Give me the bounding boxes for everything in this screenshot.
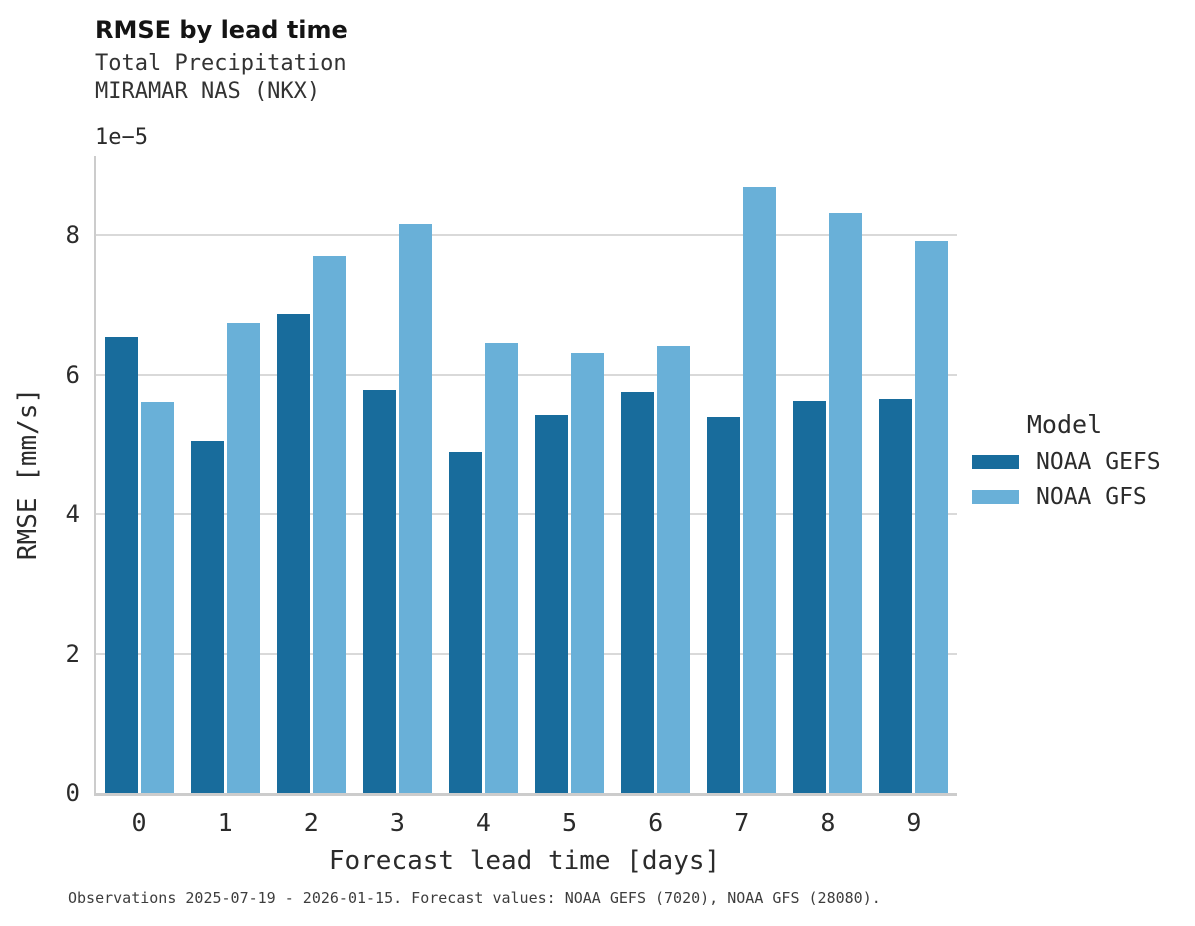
legend-swatch-gefs-icon — [972, 455, 1019, 469]
footer-note: Observations 2025-07-19 - 2026-01-15. Fo… — [68, 889, 881, 907]
x-tick-label-4: 4 — [475, 808, 491, 837]
legend-title: Model — [1026, 410, 1103, 439]
legend-item-noaa-gfs: NOAA GFS — [972, 484, 1157, 510]
bar-noaa-gefs-day6 — [621, 392, 655, 793]
x-tick-label-9: 9 — [906, 808, 922, 837]
y-axis-title: RMSE [mm/s] — [13, 387, 43, 561]
chart-title: RMSE by lead time — [95, 16, 348, 44]
y-tick-label-2: 2 — [65, 639, 80, 668]
bar-noaa-gefs-day9 — [879, 398, 913, 793]
bar-noaa-gfs-day7 — [743, 187, 777, 793]
bar-noaa-gfs-day9 — [915, 241, 949, 793]
bar-noaa-gefs-day7 — [707, 417, 741, 793]
x-tick-label-7: 7 — [734, 808, 750, 837]
bar-noaa-gefs-day1 — [190, 441, 224, 793]
x-tick-label-5: 5 — [562, 808, 578, 837]
bar-noaa-gefs-day4 — [448, 451, 482, 793]
x-tick-label-6: 6 — [648, 808, 664, 837]
legend-swatch-gfs-icon — [972, 490, 1019, 504]
gridline-y-8 — [96, 234, 957, 237]
bar-noaa-gefs-day0 — [104, 336, 138, 793]
bar-noaa-gefs-day5 — [535, 415, 569, 793]
bar-noaa-gfs-day5 — [571, 353, 605, 793]
bar-noaa-gfs-day1 — [226, 323, 260, 793]
x-axis-title: Forecast lead time [days] — [328, 846, 721, 876]
legend-item-noaa-gefs: NOAA GEFS — [972, 449, 1161, 475]
bar-noaa-gfs-day4 — [484, 343, 518, 793]
bar-noaa-gfs-day0 — [140, 402, 174, 793]
gridline-y-6 — [96, 373, 957, 376]
y-tick-label-8: 8 — [65, 221, 80, 250]
plot-area: 0 2 4 6 8 0 1 2 3 4 5 6 7 8 9 — [66, 156, 957, 835]
bar-noaa-gfs-day6 — [657, 346, 691, 793]
legend: Model NOAA GEFS NOAA GFS — [972, 410, 1161, 519]
bar-noaa-gfs-day8 — [829, 213, 863, 793]
bar-noaa-gfs-day2 — [312, 256, 346, 793]
x-tick-label-2: 2 — [303, 808, 319, 837]
gridline-y-2 — [96, 652, 957, 655]
bar-noaa-gefs-day2 — [276, 313, 310, 793]
y-tick-label-4: 4 — [65, 500, 80, 529]
y-tick-label-6: 6 — [65, 360, 80, 389]
x-tick-label-1: 1 — [217, 808, 233, 837]
x-tick-label-8: 8 — [820, 808, 836, 837]
legend-label-gefs: NOAA GEFS — [1036, 449, 1161, 475]
y-axis-offset-text: 1e−5 — [95, 125, 148, 150]
y-tick-label-0: 0 — [65, 779, 80, 807]
x-tick-label-3: 3 — [389, 808, 405, 837]
bar-noaa-gefs-day3 — [362, 390, 396, 793]
bar-noaa-gefs-day8 — [793, 400, 827, 793]
gridline-y-4 — [96, 513, 957, 516]
chart-subtitle-station: MIRAMAR NAS (NKX) — [95, 79, 321, 104]
x-tick-label-0: 0 — [131, 808, 147, 837]
chart-subtitle-variable: Total Precipitation — [95, 51, 347, 76]
legend-label-gfs: NOAA GFS — [1036, 484, 1147, 510]
bar-noaa-gfs-day3 — [398, 224, 432, 793]
